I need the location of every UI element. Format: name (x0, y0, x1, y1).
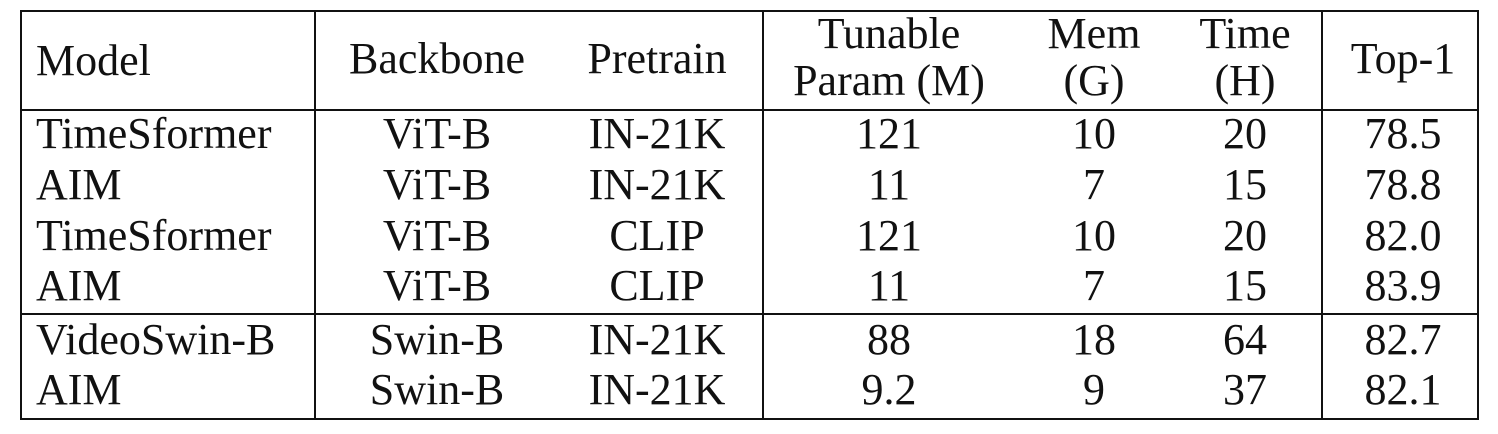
cell-top1: 78.5 (1364, 109, 1442, 158)
cell-time: 64 (1223, 315, 1267, 364)
cell-mem: 7 (1083, 160, 1105, 209)
cell-time: 20 (1223, 211, 1267, 260)
cell-mem: 9 (1083, 365, 1105, 414)
cell-top1: 83.9 (1364, 261, 1442, 310)
cell-model: AIM (36, 160, 122, 209)
header-backbone: Backbone (349, 34, 525, 83)
cell-pretrain: CLIP (609, 211, 705, 260)
cell-params: 121 (856, 211, 922, 260)
cell-mem: 18 (1072, 315, 1116, 364)
header-model: Model (36, 36, 151, 85)
header-mem-line1: Mem (1047, 9, 1141, 58)
cell-model: TimeSformer (36, 109, 272, 158)
cell-backbone: ViT-B (382, 211, 492, 260)
table-right-border (1477, 10, 1479, 420)
cell-top1: 82.0 (1364, 211, 1442, 260)
cell-params: 9.2 (861, 365, 917, 414)
cell-backbone: ViT-B (382, 261, 492, 310)
header-bottom-rule (20, 109, 1478, 111)
cell-params: 88 (867, 315, 911, 364)
cell-time: 37 (1223, 365, 1267, 414)
header-tunable-line1: Tunable (817, 9, 961, 58)
cell-pretrain: IN-21K (588, 160, 726, 209)
cell-params: 121 (856, 109, 922, 158)
header-top1: Top-1 (1350, 34, 1456, 83)
header-time-line1: Time (1199, 9, 1291, 58)
cell-top1: 78.8 (1364, 160, 1442, 209)
cell-pretrain: IN-21K (588, 315, 726, 364)
cell-time: 20 (1223, 109, 1267, 158)
cell-model: TimeSformer (36, 211, 272, 260)
cell-top1: 82.7 (1364, 315, 1442, 364)
group-separator-rule (20, 313, 1478, 315)
cell-pretrain: CLIP (609, 261, 705, 310)
header-tunable-line2: Param (M) (793, 56, 985, 105)
column-divider-pretrain (762, 10, 764, 420)
table-left-border (20, 10, 22, 420)
cell-mem: 10 (1072, 109, 1116, 158)
cell-params: 11 (867, 160, 911, 209)
cell-params: 11 (867, 261, 911, 310)
cell-top1: 82.1 (1364, 365, 1442, 414)
cell-backbone: Swin-B (369, 315, 505, 364)
header-pretrain: Pretrain (587, 34, 727, 83)
cell-backbone: ViT-B (382, 109, 492, 158)
header-mem-line2: (G) (1063, 56, 1125, 105)
cell-mem: 7 (1083, 261, 1105, 310)
column-divider-time (1321, 10, 1323, 420)
cell-pretrain: IN-21K (588, 365, 726, 414)
cell-backbone: Swin-B (369, 365, 505, 414)
cell-model: AIM (36, 365, 122, 414)
cell-model: AIM (36, 261, 122, 310)
table-bottom-rule (20, 418, 1478, 420)
cell-mem: 10 (1072, 211, 1116, 260)
cell-pretrain: IN-21K (588, 109, 726, 158)
cell-model: VideoSwin-B (36, 315, 276, 364)
column-divider-model (314, 10, 316, 420)
cell-time: 15 (1223, 160, 1267, 209)
cell-backbone: ViT-B (382, 160, 492, 209)
cell-time: 15 (1223, 261, 1267, 310)
header-time-line2: (H) (1214, 56, 1276, 105)
table-top-rule (20, 10, 1478, 12)
